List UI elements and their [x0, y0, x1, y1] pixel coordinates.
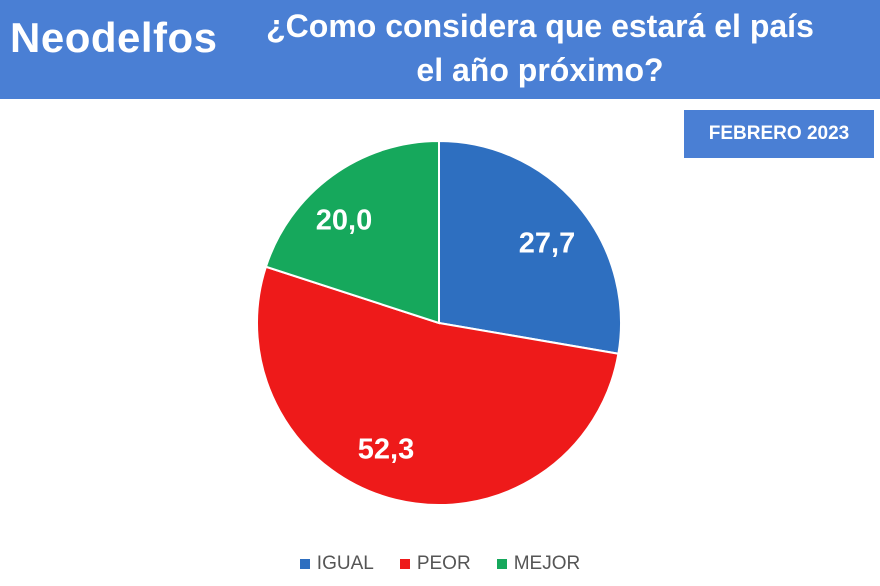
legend-label-mejor: MEJOR [513, 553, 581, 574]
pie-slice-igual [438, 139, 622, 355]
legend-swatch-mejor [496, 559, 507, 569]
header-bar: Neodelfos ¿Como considera que estará el … [0, 0, 880, 99]
legend-item-peor: PEOR [399, 553, 471, 575]
data-label-mejor: 20,0 [316, 205, 372, 237]
brand-title: Neodelfos [10, 14, 218, 61]
legend-swatch-igual [299, 559, 310, 569]
legend-item-mejor: MEJOR [496, 553, 581, 575]
chart-legend: IGUAL PEOR MEJOR [0, 553, 880, 575]
legend-item-igual: IGUAL [299, 553, 374, 575]
date-badge: FEBRERO 2023 [684, 110, 874, 158]
data-label-peor: 52,3 [358, 434, 414, 466]
legend-label-igual: IGUAL [316, 553, 374, 574]
legend-swatch-peor [399, 559, 410, 569]
pie-slice-mejor [264, 139, 440, 325]
legend-label-peor: PEOR [416, 553, 471, 574]
pie-slice-peor [256, 265, 620, 507]
data-label-igual: 27,7 [519, 228, 575, 260]
chart-question-title: ¿Como considera que estará el país el añ… [266, 8, 814, 88]
